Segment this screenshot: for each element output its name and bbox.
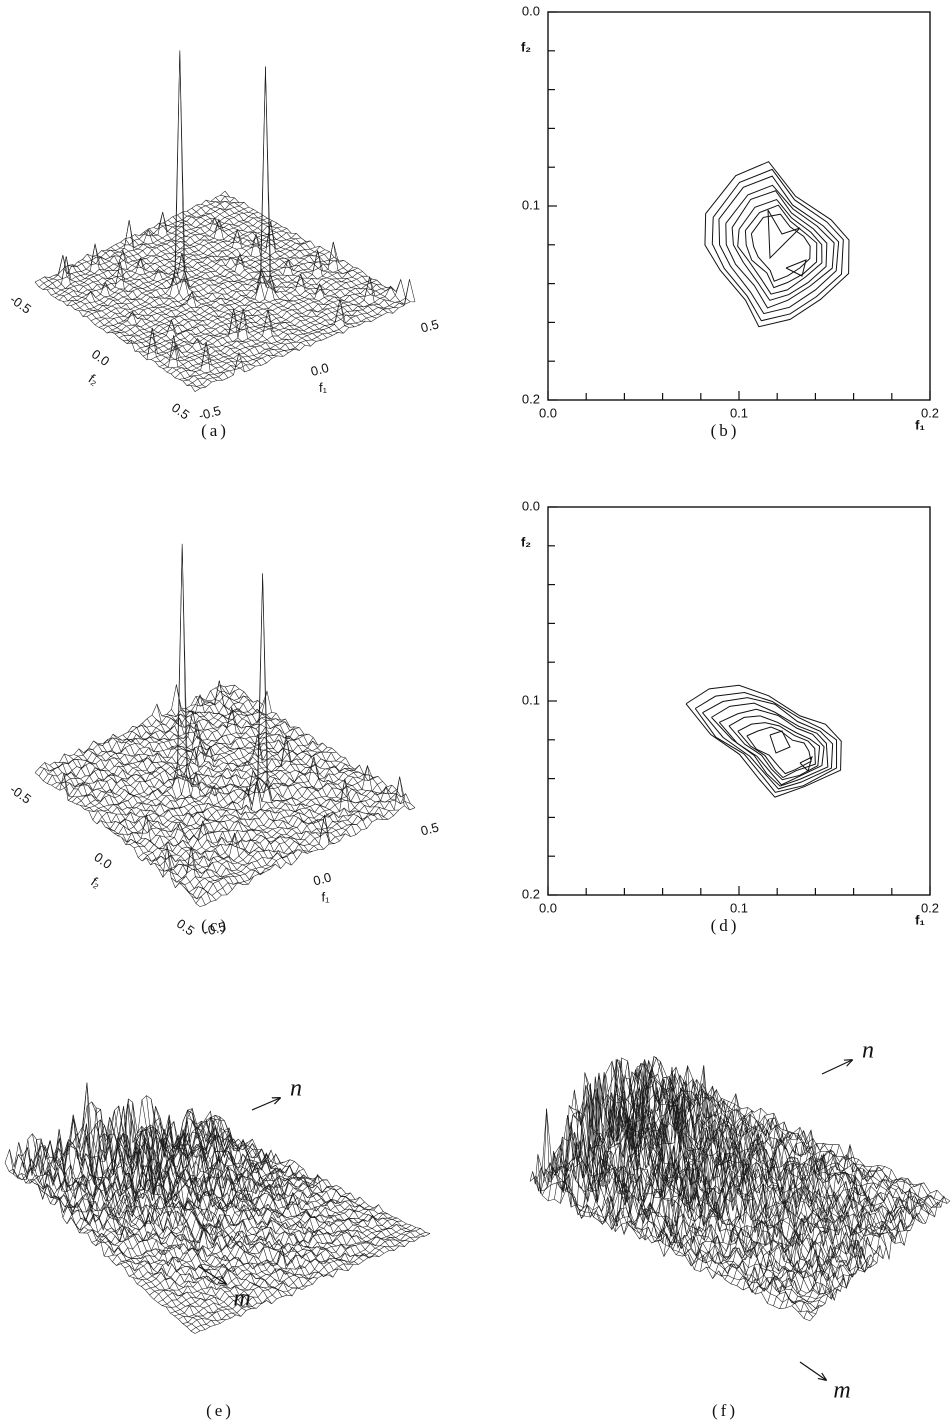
mesh-line — [183, 280, 401, 381]
mesh-line — [23, 1147, 215, 1325]
mesh-line — [40, 767, 206, 905]
mesh-line — [196, 777, 411, 904]
mesh-line — [206, 1115, 420, 1237]
panel: (e) n m — [5, 1076, 430, 1420]
mesh-line — [138, 573, 346, 857]
panel: (b)0.00.10.20.00.10.2f₁f₂ — [521, 3, 939, 439]
figure: (a)-0.50.00.5f₁-0.50.00.5f₂(b)0.00.10.20… — [0, 0, 952, 1427]
caption: (e) — [206, 1401, 234, 1420]
mesh-line — [83, 244, 251, 370]
x-tick-label: 0.0 — [539, 405, 557, 420]
mesh-line — [192, 1117, 404, 1247]
mesh-line — [215, 1132, 430, 1234]
f2-tick-label: -0.5 — [7, 292, 34, 317]
caption: (a) — [201, 421, 229, 440]
mesh-line — [128, 731, 303, 853]
mesh-line — [68, 691, 267, 800]
mesh-line — [94, 741, 265, 875]
x-axis-label: f₁ — [915, 417, 925, 432]
axis-direction-label: m — [833, 1378, 850, 1404]
page: {"panels": [ {"type": "surface", "captio… — [0, 0, 952, 1427]
mesh-line — [225, 687, 410, 810]
panel: (d)0.00.10.20.00.10.2f₁f₂ — [521, 498, 939, 934]
mesh-line — [184, 787, 397, 892]
contour-line — [786, 260, 806, 276]
caption: (d) — [711, 916, 740, 935]
f1-tick-label: 0.0 — [309, 360, 330, 379]
f2-axis-label: f₂ — [88, 874, 104, 891]
mesh-line — [200, 806, 415, 907]
x-tick-label: 0.1 — [730, 900, 748, 915]
mesh-line — [174, 1224, 406, 1316]
y-axis-label: f₂ — [521, 39, 531, 54]
mesh-line — [216, 197, 405, 305]
f2-tick-label: 0.5 — [169, 400, 192, 423]
mesh-line — [80, 719, 281, 807]
f2-axis-label: f₂ — [86, 371, 102, 388]
y-tick-label: 0.2 — [522, 391, 540, 406]
f2-tick-label: 0.0 — [91, 849, 114, 872]
f1-tick-label: 0.5 — [419, 819, 440, 838]
caption: (b) — [711, 421, 740, 440]
x-tick-label: 0.1 — [730, 405, 748, 420]
contour-line — [770, 731, 790, 753]
mesh-line — [155, 772, 365, 866]
y-tick-label: 0.1 — [522, 692, 540, 707]
axis-arrow — [252, 1098, 280, 1110]
axis-arrow — [822, 1060, 852, 1074]
f2-tick-label: 0.5 — [174, 916, 197, 939]
mesh-line — [206, 681, 389, 820]
f1-tick-label: 0.0 — [312, 869, 333, 888]
y-tick-label: 0.0 — [522, 498, 540, 513]
axis-direction-label: m — [233, 1286, 250, 1312]
mesh-line — [43, 689, 239, 781]
f1-tick-label: 0.5 — [419, 316, 440, 335]
mesh-line — [188, 794, 402, 895]
mesh-line — [195, 1233, 430, 1333]
mesh-line — [158, 1214, 388, 1303]
mesh-line — [211, 201, 399, 307]
panel: (c)-0.50.00.5f₁-0.50.00.5f₂ — [7, 544, 440, 939]
f2-tick-label: 0.0 — [89, 346, 112, 369]
y-tick-label: 0.2 — [522, 886, 540, 901]
axis-direction-label: n — [862, 1038, 874, 1064]
mesh-line — [201, 697, 383, 819]
mesh-line — [159, 279, 372, 367]
mesh-line — [162, 1215, 393, 1305]
mesh-line — [101, 544, 304, 823]
plot-frame — [548, 507, 930, 895]
mesh-line — [130, 238, 305, 346]
axis-direction-label: n — [290, 1076, 302, 1102]
mesh-line — [210, 1111, 424, 1236]
mesh-line — [111, 247, 315, 332]
mesh-line — [187, 211, 371, 322]
y-tick-label: 0.1 — [522, 197, 540, 212]
f2-tick-label: -0.5 — [7, 782, 34, 807]
mesh-line — [54, 256, 217, 380]
contour-line — [768, 210, 800, 258]
y-tick-label: 0.0 — [522, 3, 540, 18]
mesh-line — [530, 1176, 810, 1321]
f1-axis-label: f₁ — [322, 889, 331, 904]
panel: (a)-0.50.00.5f₁-0.50.00.5f₂ — [7, 50, 440, 439]
y-axis-label: f₂ — [521, 534, 531, 549]
caption: (f) — [712, 1401, 738, 1420]
mesh-line — [117, 1188, 342, 1266]
mesh-line — [195, 279, 415, 391]
f1-axis-label: f₁ — [319, 380, 328, 395]
x-tick-label: 0.0 — [539, 900, 557, 915]
mesh-line — [181, 708, 361, 830]
mesh-line — [166, 1218, 397, 1307]
panel: (f) n m — [530, 1038, 950, 1420]
contour-line — [695, 692, 836, 792]
x-axis-label: f₁ — [915, 912, 925, 927]
axis-arrow — [800, 1362, 826, 1380]
mesh-line — [192, 208, 377, 318]
contour-line — [738, 200, 822, 295]
mesh-line — [35, 773, 200, 907]
